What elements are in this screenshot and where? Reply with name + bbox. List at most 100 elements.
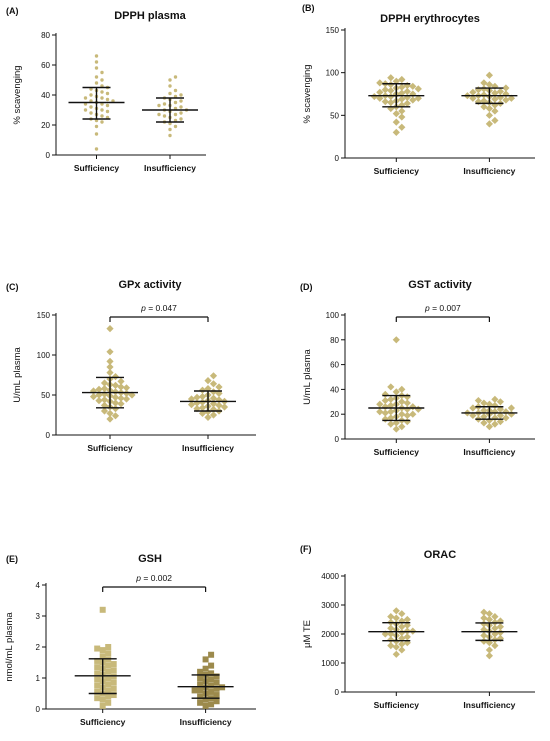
y-axis-label: % scavenging: [12, 65, 23, 124]
data-point: [94, 66, 99, 70]
data-point: [105, 668, 112, 675]
data-point: [213, 673, 220, 680]
data-point: [209, 372, 218, 380]
data-point: [485, 400, 493, 408]
data-point: [398, 75, 406, 84]
data-point: [105, 699, 112, 706]
y-tick-label: 0: [335, 688, 340, 697]
data-point: [105, 103, 110, 108]
chart-panel-3: (C) GPx activity U/mL plasma 0 50 100 150 Suffi…: [6, 279, 256, 453]
data-point: [496, 93, 504, 102]
data-point: [376, 400, 384, 408]
data-point: [111, 381, 120, 389]
data-point: [106, 357, 114, 365]
data-point: [89, 387, 98, 395]
data-point: [491, 630, 499, 638]
data-point: [387, 395, 395, 403]
y-tick-label: 1000: [321, 659, 339, 668]
data-point: [213, 679, 220, 686]
data-point: [208, 662, 215, 669]
data-point: [100, 108, 104, 112]
y-tick-label: 4: [36, 581, 41, 590]
data-point: [491, 613, 499, 621]
data-point: [204, 408, 212, 416]
data-point: [162, 102, 167, 106]
data-point: [392, 643, 400, 651]
chart-panel-1: (A) DPPH plasma % scavenging 0 20 40 60 80 Suffi…: [6, 6, 206, 173]
data-point: [208, 670, 215, 677]
data-point: [502, 96, 510, 104]
data-point: [117, 377, 125, 385]
data-point: [392, 128, 400, 136]
y-axis-label: nmol/mL plasma: [4, 612, 15, 682]
data-point: [398, 123, 406, 131]
data-point: [496, 87, 504, 96]
y-tick-label: 100: [37, 351, 51, 360]
data-point: [168, 133, 172, 138]
data-point: [100, 78, 104, 82]
data-point: [191, 687, 198, 694]
data-point: [414, 94, 422, 102]
data-point: [469, 88, 477, 96]
data-point: [496, 634, 504, 642]
data-point: [480, 91, 488, 99]
data-point: [157, 112, 161, 117]
chart-title: GSH: [138, 553, 162, 565]
data-point: [198, 404, 207, 412]
x-tick-label: Sufficiency: [374, 447, 420, 457]
data-point: [496, 628, 504, 637]
data-point: [208, 682, 215, 689]
panel-letter: (D): [300, 282, 313, 292]
data-point: [213, 692, 220, 699]
data-point: [392, 425, 400, 433]
data-point: [106, 409, 114, 417]
y-tick-label: 150: [37, 311, 51, 320]
y-tick-label: 60: [41, 61, 50, 70]
x-tick-label: Sufficiency: [374, 700, 420, 710]
data-point: [110, 667, 117, 674]
panel-letter: (B): [302, 3, 315, 13]
data-point: [179, 93, 183, 97]
data-point: [110, 685, 117, 692]
data-point: [392, 607, 400, 615]
data-point: [202, 665, 209, 672]
y-tick-label: 20: [330, 410, 339, 419]
data-point: [381, 98, 389, 106]
group-sufficiency: [368, 336, 425, 433]
data-point: [403, 633, 411, 641]
data-point: [491, 624, 499, 632]
data-point: [105, 97, 110, 102]
y-tick-label: 2000: [321, 630, 339, 639]
data-point: [162, 114, 167, 118]
data-point: [83, 96, 88, 100]
data-point: [507, 94, 515, 102]
data-point: [469, 404, 477, 412]
y-tick-label: 0: [36, 705, 41, 714]
data-point: [94, 657, 101, 664]
data-point: [502, 84, 510, 92]
group-insufficiency: [180, 372, 236, 421]
data-point: [105, 650, 112, 657]
chart-title: DPPH erythrocytes: [380, 13, 480, 25]
data-point: [392, 336, 400, 344]
data-point: [491, 89, 499, 97]
data-point: [105, 644, 112, 650]
y-tick-label: 80: [330, 336, 339, 345]
data-point: [480, 637, 488, 645]
y-tick-label: 150: [326, 26, 340, 35]
data-point: [94, 124, 99, 129]
data-point: [179, 111, 183, 115]
data-point: [110, 661, 117, 668]
data-point: [111, 373, 120, 381]
data-point: [100, 407, 109, 415]
data-point: [208, 688, 215, 695]
data-point: [398, 410, 406, 418]
data-point: [204, 385, 212, 393]
y-tick-label: 3: [36, 612, 41, 621]
data-point: [403, 399, 411, 407]
data-point: [94, 54, 99, 58]
data-point: [179, 117, 183, 121]
data-point: [117, 400, 125, 408]
data-point: [414, 85, 422, 93]
y-tick-label: 3000: [321, 601, 339, 610]
